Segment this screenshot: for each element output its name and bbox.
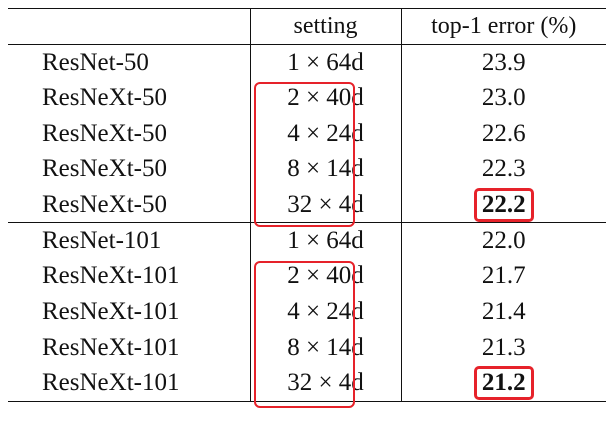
error-cell: 22.3 [400, 151, 606, 188]
setting-cell: 1 × 64d [249, 222, 401, 259]
error-cell: 21.4 [400, 294, 606, 330]
model-cell: ResNeXt-50 [42, 84, 167, 112]
error-cell: 21.7 [400, 258, 606, 295]
setting-cell: 8 × 14d [249, 151, 401, 188]
table-header-row: setting top-1 error (%) [8, 8, 606, 45]
table-row: ResNeXt-101 2 × 40d 21.7 [8, 258, 606, 295]
header-model [8, 9, 250, 45]
table-row: ResNeXt-101 4 × 24d 21.4 [8, 294, 606, 330]
table-row: ResNet-50 1 × 64d 23.9 [8, 44, 606, 81]
error-cell: 22.6 [400, 115, 606, 152]
model-cell: ResNeXt-101 [42, 333, 180, 361]
best-error-highlight: 21.2 [473, 366, 534, 401]
error-cell: 23.0 [400, 80, 606, 116]
model-cell: ResNet-101 [42, 227, 162, 255]
table-group-101: ResNet-101 1 × 64d 22.0 ResNeXt-101 2 × … [8, 222, 606, 402]
table-row: ResNeXt-50 8 × 14d 22.3 [8, 151, 606, 188]
error-cell: 21.3 [400, 330, 606, 366]
table-row: ResNeXt-50 32 × 4d 22.2 [8, 187, 606, 223]
error-cell: 22.0 [400, 222, 606, 259]
model-cell: ResNeXt-50 [42, 155, 167, 183]
setting-cell: 2 × 40d [249, 80, 401, 116]
setting-cell: 32 × 4d [249, 187, 401, 223]
setting-cell: 4 × 24d [249, 294, 401, 330]
table-row: ResNeXt-101 8 × 14d 21.3 [8, 330, 606, 366]
error-cell: 23.9 [400, 44, 606, 81]
table-group-50: ResNet-50 1 × 64d 23.9 ResNeXt-50 2 × 40… [8, 44, 606, 223]
table-row: ResNeXt-50 2 × 40d 23.0 [8, 80, 606, 116]
error-cell: 21.2 [400, 365, 606, 402]
best-error-highlight: 22.2 [473, 187, 534, 222]
setting-cell: 1 × 64d [249, 44, 401, 81]
model-cell: ResNet-50 [42, 48, 149, 76]
setting-cell: 2 × 40d [249, 258, 401, 295]
setting-cell: 8 × 14d [249, 330, 401, 366]
model-cell: ResNeXt-101 [42, 369, 180, 397]
results-table: setting top-1 error (%) ResNet-50 1 × 64… [8, 8, 606, 402]
table-row: ResNeXt-101 32 × 4d 21.2 [8, 365, 606, 402]
setting-cell: 32 × 4d [249, 365, 401, 402]
model-cell: ResNeXt-50 [42, 190, 167, 218]
results-table-wrapper: setting top-1 error (%) ResNet-50 1 × 64… [8, 8, 606, 408]
setting-cell: 4 × 24d [249, 115, 401, 152]
model-cell: ResNeXt-50 [42, 119, 167, 147]
model-cell: ResNeXt-101 [42, 298, 180, 326]
table-row: ResNet-101 1 × 64d 22.0 [8, 222, 606, 259]
header-error: top-1 error (%) [400, 8, 606, 45]
model-cell: ResNeXt-101 [42, 262, 180, 290]
header-setting: setting [249, 8, 401, 45]
table-row: ResNeXt-50 4 × 24d 22.6 [8, 115, 606, 152]
error-cell: 22.2 [400, 187, 606, 223]
